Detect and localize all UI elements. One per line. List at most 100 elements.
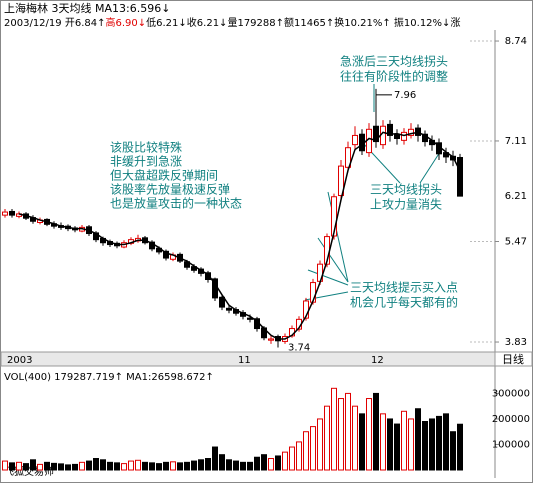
volume-bar — [380, 413, 386, 471]
volume-bar — [233, 460, 239, 471]
annotation: 往往有阶段性的调整 — [340, 69, 448, 84]
volume-bar — [79, 461, 85, 471]
volume-bar — [240, 461, 246, 471]
annotation: 三天均线拐头 — [370, 182, 442, 197]
volume-bar — [275, 455, 281, 471]
volume-bar — [429, 418, 435, 471]
period-box — [494, 351, 533, 367]
y-tick-label: 5.47 — [505, 236, 527, 247]
candle-body — [394, 133, 400, 140]
quote-open: 开6.84↑ — [65, 18, 106, 29]
low-label: 3.74 — [288, 343, 310, 354]
volume-bar — [58, 463, 64, 471]
volume-bar — [184, 461, 190, 471]
quote-high: 高6.90↓ — [105, 16, 146, 29]
x-tick-label: 11 — [238, 355, 251, 366]
last-price-label: 6.21 — [505, 191, 527, 202]
volume-bar — [303, 431, 309, 471]
volume-bar — [415, 408, 421, 471]
candle-body — [219, 296, 225, 308]
quote-turnover: 换10.21%↑ — [334, 16, 391, 29]
candle-body — [338, 165, 344, 197]
volume-bar — [247, 461, 253, 471]
y-tick-label: 8.74 — [505, 36, 527, 47]
volume-bar — [107, 461, 113, 471]
quote-close: 收6.21↓ — [187, 16, 228, 29]
volume-bar — [86, 460, 92, 471]
candle-body — [401, 131, 407, 141]
y-tick-label: 300000 — [492, 388, 530, 399]
y-tick-label: 200000 — [492, 414, 530, 425]
volume-bar — [65, 464, 71, 471]
volume-bar — [128, 460, 134, 471]
candle-body — [268, 338, 274, 341]
y-tick-label: 7.11 — [505, 136, 527, 147]
volume-bar — [72, 463, 78, 471]
volume-bar — [170, 461, 176, 471]
quote-low: 低6.21↓ — [146, 16, 187, 29]
volume-bar — [408, 418, 414, 471]
candle-body — [163, 250, 169, 259]
volume-bar — [352, 405, 358, 471]
candle-body — [408, 128, 414, 136]
volume-bar — [163, 461, 169, 471]
candle-body — [387, 123, 393, 136]
candle-body — [457, 157, 463, 197]
volume-bar — [9, 462, 15, 471]
stock-name: 上海梅林 — [4, 1, 48, 15]
volume-bar — [51, 462, 57, 471]
ma-label: MA13:6.596↓ — [95, 2, 170, 15]
quote-amplitude: 振10.12%↓ — [394, 16, 451, 29]
volume-bar — [345, 392, 351, 471]
annotation: 机会几乎每天都有的 — [350, 295, 458, 310]
period-label: 日线 — [502, 352, 524, 366]
volume-bar — [93, 458, 99, 471]
annotation: 也是放量攻击的一种状态 — [110, 196, 242, 211]
annotation: 该股率先放量极速反弹 — [110, 182, 230, 197]
candle-body — [205, 272, 211, 281]
annotation: 但大盘超跌反弹期间 — [110, 168, 218, 183]
candle-body — [2, 211, 8, 216]
volume-bar — [331, 387, 337, 471]
volume-bar — [289, 446, 295, 471]
volume-bar — [114, 462, 120, 471]
volume-bar — [324, 405, 330, 471]
volume-bar — [226, 459, 232, 471]
volume-bar — [282, 451, 288, 471]
quote-date: 2003/12/19 — [4, 18, 62, 29]
quote-line: 2003/12/19 开6.84↑高6.90↓低6.21↓收6.21↓量1792… — [4, 16, 460, 29]
volume-bar — [142, 461, 148, 471]
volume-bar — [401, 410, 407, 471]
volume-bar — [254, 456, 260, 471]
volume-bar — [30, 459, 36, 471]
annotation: 三天均线提示买入点 — [350, 280, 458, 295]
volume-bar — [359, 413, 365, 471]
volume-bar — [156, 463, 162, 471]
candle-body — [9, 210, 15, 216]
volume-bar — [100, 459, 106, 471]
annotation: 急涨后三天均线拐头 — [340, 54, 448, 69]
x-tick-label: 2003 — [7, 355, 32, 366]
volume-bar — [23, 463, 29, 471]
volume-bar — [338, 398, 344, 471]
volume-bar — [212, 446, 218, 471]
volume-bar — [296, 441, 302, 471]
candle-body — [373, 125, 379, 143]
candle-body — [226, 307, 232, 311]
volume-label: VOL(400) 179287.719↑ MA1:26598.672↑ — [4, 372, 214, 383]
volume-bar — [205, 458, 211, 471]
volume-bar — [191, 460, 197, 471]
volume-bar — [149, 462, 155, 471]
quote-change: 涨 — [450, 17, 460, 29]
quote-volume: 量179288↑ — [227, 17, 284, 29]
candle-body — [331, 196, 337, 237]
annotation: 非缓升到急涨 — [110, 154, 182, 169]
volume-bar — [135, 459, 141, 471]
volume-bar — [121, 463, 127, 471]
indicator: 3天均线 — [52, 1, 92, 15]
volume-bar — [37, 463, 43, 471]
quote-amount: 额11465↑ — [284, 16, 334, 29]
volume-bar — [198, 459, 204, 471]
